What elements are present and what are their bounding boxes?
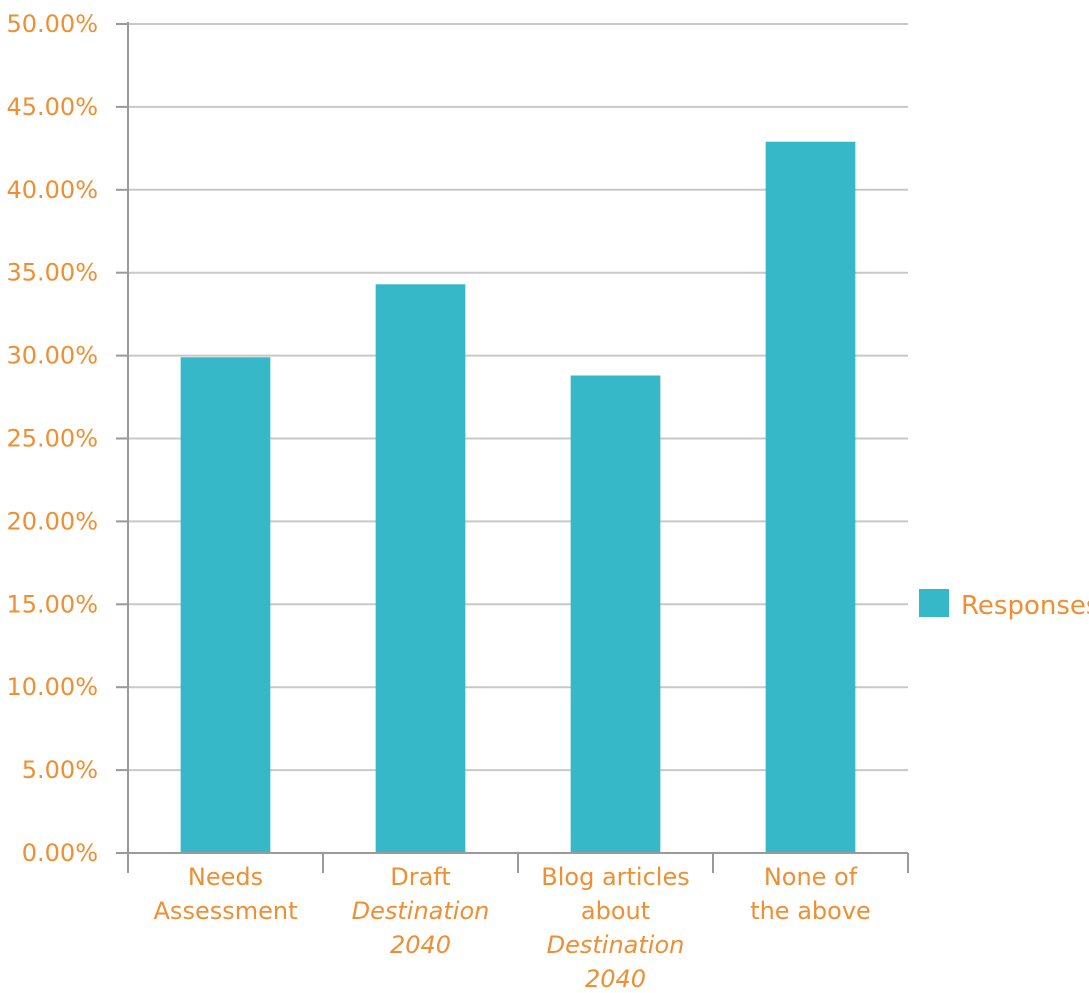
y-tick-label: 5.00% (22, 756, 98, 784)
legend-swatch (919, 589, 949, 617)
y-tick-label: 20.00% (6, 507, 98, 535)
y-tick-label: 50.00% (6, 10, 98, 38)
x-category-label-line: the above (750, 897, 871, 925)
y-tick-labels: 0.00% 5.00% 10.00% 15.00% 20.00% 25.00% 30.00%… (6, 10, 98, 867)
bar (180, 357, 271, 853)
x-category-label-line: None of (764, 863, 858, 891)
x-category-label: None of the above (750, 863, 871, 925)
legend-label-responses: Responses (961, 591, 1089, 621)
y-tick-label: 15.00% (6, 590, 98, 618)
x-category-label: Needs Assessment (154, 863, 298, 925)
x-category-label-line: Destination (352, 897, 490, 925)
y-tick-label: 0.00% (22, 839, 98, 867)
legend: Responses (919, 589, 1089, 621)
x-category-label-line: Destination (547, 931, 685, 959)
y-tick-label: 45.00% (6, 93, 98, 121)
axes (116, 22, 909, 873)
y-tick-label: 40.00% (6, 176, 98, 204)
x-category-label-line: Assessment (154, 897, 298, 925)
x-category-label-line: 2040 (390, 931, 451, 959)
bars (180, 141, 856, 853)
bar (765, 141, 856, 853)
x-category-label-line: about (581, 897, 650, 925)
bar (570, 375, 661, 853)
x-category-label-line: Blog articles (541, 863, 689, 891)
x-category-label: Draft Destination 2040 (352, 863, 490, 959)
x-category-label: Blog articles about Destination 2040 (541, 863, 689, 993)
y-tick-label: 10.00% (6, 673, 98, 701)
y-tick-label: 25.00% (6, 425, 98, 453)
x-category-label-line: Needs (188, 863, 263, 891)
y-tick-label: 30.00% (6, 342, 98, 370)
y-tick-label: 35.00% (6, 259, 98, 287)
x-category-label-line: Draft (390, 863, 451, 891)
bar (375, 284, 466, 853)
x-category-label-line: 2040 (585, 965, 646, 993)
